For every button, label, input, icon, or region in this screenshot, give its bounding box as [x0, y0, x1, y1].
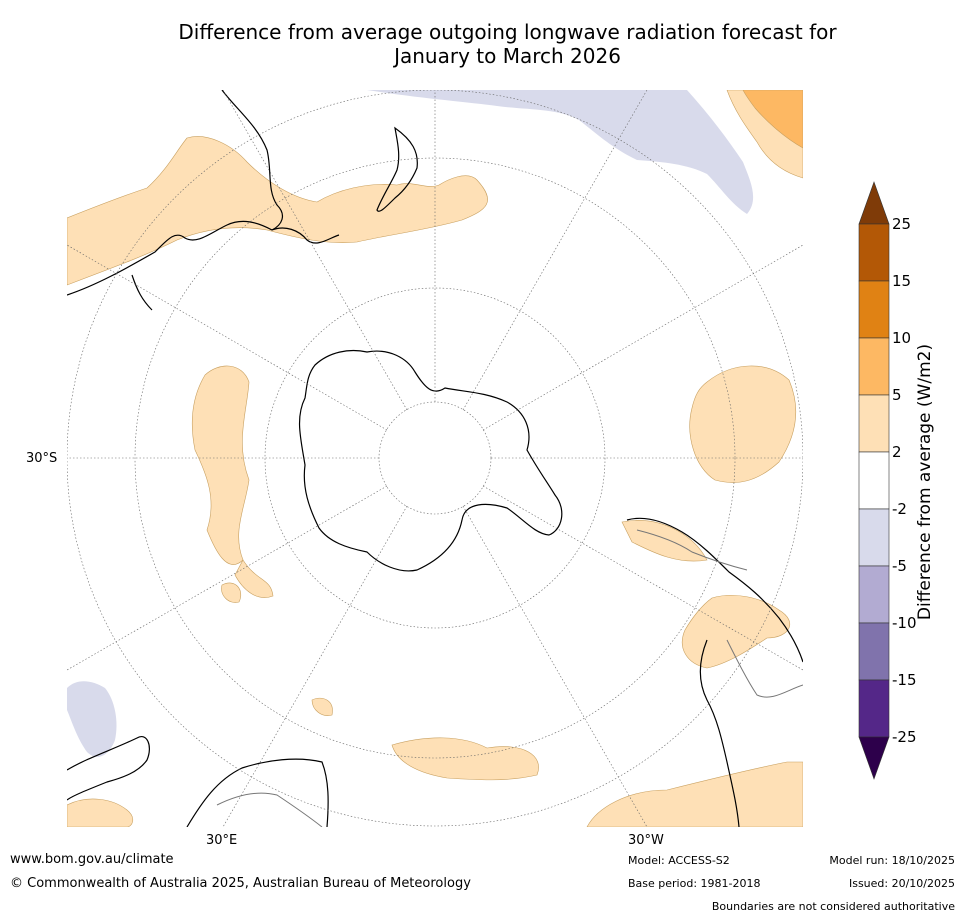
- coastlines: [67, 90, 803, 827]
- antarctica-coastline: [298, 349, 563, 572]
- colorbar-bin: [858, 679, 890, 738]
- anomaly-region-positive: [586, 761, 803, 827]
- colorbar-extend-max: [858, 181, 890, 225]
- africa-coastline: [186, 758, 329, 827]
- anomaly-region-negative: [367, 90, 754, 214]
- colorbar-bin: [858, 223, 890, 282]
- latitude-circle: [134, 157, 736, 759]
- colorbar-bin: [858, 394, 890, 453]
- polar-map: [67, 90, 803, 827]
- colorbar-bin: [858, 280, 890, 339]
- meridian-30w: [462, 505, 648, 827]
- colorbar-tick-label: -25: [892, 728, 917, 746]
- lon-label-30w: 30°W: [628, 833, 664, 848]
- meridian: [482, 244, 803, 431]
- colorbar-bin: [858, 565, 890, 624]
- colorbar-title: Difference from average (W/m2): [915, 343, 935, 621]
- south-america-coastline: [626, 517, 803, 663]
- anomaly-region-negative: [67, 681, 117, 757]
- anomaly-region-positive: [67, 798, 134, 827]
- anomaly-shading-negative: [67, 90, 754, 757]
- country-boundaries: [216, 529, 803, 827]
- footer-model: Model: ACCESS-S2: [628, 854, 730, 867]
- map-title-line-1: Difference from average outgoing longwav…: [178, 20, 837, 44]
- footer-disclaimer: Boundaries are not considered authoritat…: [711, 900, 955, 913]
- meridian: [67, 244, 388, 431]
- graticule: [67, 90, 803, 827]
- anomaly-region-positive: [311, 697, 333, 716]
- footer-issued: Issued: 20/10/2025: [848, 877, 955, 890]
- africa-coastline: [67, 736, 150, 801]
- colorbar-bin: [858, 451, 890, 510]
- map-layers: [67, 90, 803, 827]
- anomaly-region-strong-positive: [742, 90, 803, 149]
- colorbar-bin: [858, 622, 890, 681]
- footer-model-run: Model run: 18/10/2025: [829, 854, 955, 867]
- anomaly-region-positive: [391, 737, 539, 781]
- colorbar-tick-label: -5: [892, 557, 907, 575]
- latitude-circle-30s: [67, 90, 803, 827]
- colorbar-tick-label: 10: [892, 329, 912, 347]
- footer-website: www.bom.gov.au/climate: [10, 852, 174, 867]
- country-boundary: [216, 792, 323, 827]
- anomaly-region-positive: [67, 136, 488, 286]
- lon-label-30e: 30°E: [206, 833, 238, 848]
- anomaly-region-positive: [689, 365, 797, 483]
- australia-coastline: [131, 274, 153, 311]
- australia-coastline: [221, 90, 284, 231]
- colorbar-extend-min: [858, 736, 890, 780]
- meridian-30e: [222, 505, 408, 827]
- anomaly-shading-strong: [742, 90, 803, 149]
- anomaly-region-positive: [234, 559, 274, 598]
- colorbar-bin: [858, 337, 890, 396]
- country-boundary: [726, 639, 803, 698]
- australia-coastline: [67, 220, 340, 296]
- anomaly-region-positive: [221, 582, 242, 603]
- colorbar-tick-label: -10: [892, 614, 917, 632]
- colorbar-tick-label: 2: [892, 443, 902, 461]
- anomaly-region-positive: [621, 520, 708, 562]
- colorbar-tick-label: 5: [892, 386, 902, 404]
- map-title: Difference from average outgoing longwav…: [100, 20, 915, 68]
- latitude-circle: [264, 287, 606, 629]
- colorbar-tick-label: -2: [892, 500, 907, 518]
- map-title-line-2: January to March 2026: [394, 44, 621, 68]
- south-america-coastline: [699, 639, 740, 827]
- new-zealand-coastline: [376, 126, 418, 212]
- footer-base-period: Base period: 1981-2018: [628, 877, 761, 890]
- footer-copyright: © Commonwealth of Australia 2025, Austra…: [10, 876, 471, 891]
- lat-label-30s: 30°S: [26, 451, 58, 466]
- colorbar-tick-label: 25: [892, 215, 912, 233]
- colorbar-tick-label: -15: [892, 671, 917, 689]
- colorbar-tick-label: 15: [892, 272, 912, 290]
- colorbar-bin: [858, 508, 890, 567]
- colorbar: [858, 181, 890, 780]
- country-boundary: [636, 529, 748, 571]
